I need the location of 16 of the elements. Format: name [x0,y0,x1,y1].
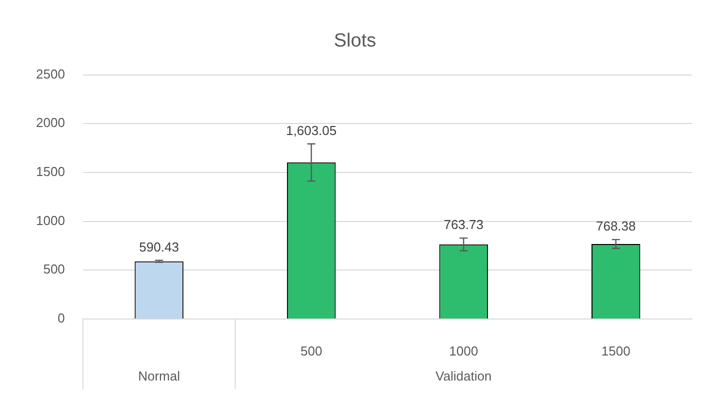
data-label: 1,603.05 [286,122,337,138]
x-tick-label: 1500 [601,344,630,359]
y-tick-label: 1000 [36,212,65,228]
x-tick-label: 1000 [449,344,478,359]
x-tick-label: 500 [300,344,322,359]
y-tick-label: 0 [58,310,65,326]
data-label: 768.38 [596,218,636,234]
text: Normal [138,368,180,384]
y-tick-label: 2500 [36,66,65,82]
data-label: 763.73 [444,217,484,232]
y-tick-label: 500 [43,262,65,277]
y-tick-label: 1500 [36,164,65,180]
y-tick-label: 2000 [36,115,65,130]
text: Validation [436,368,492,384]
data-label: 590.43 [139,239,179,254]
chart-title: Slots [334,30,376,52]
